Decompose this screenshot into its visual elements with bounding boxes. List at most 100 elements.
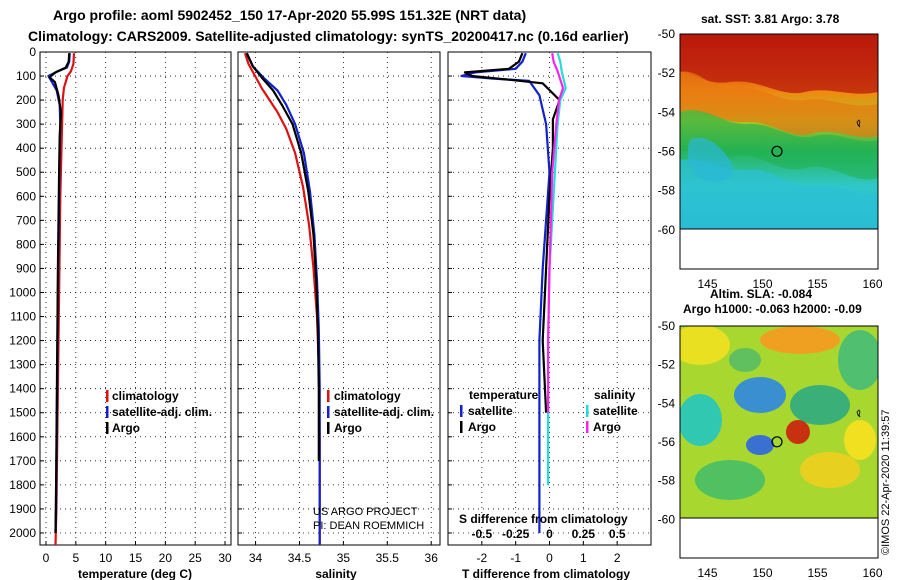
depth-tick-label: 500 bbox=[16, 165, 36, 179]
lat-tick-label: -58 bbox=[658, 184, 676, 198]
difference-panel: -2 -1 0 1 2 -0.5 -0.25 0 0.25 0.5 T difference f… bbox=[447, 51, 652, 580]
sla-patch bbox=[734, 377, 786, 413]
legend-swatch-climatology bbox=[106, 390, 109, 402]
sst-map-frame bbox=[679, 33, 879, 270]
lon-tick-label: 145 bbox=[697, 566, 717, 580]
lat-tick-label: -54 bbox=[658, 396, 676, 410]
s-tick-label: 0.25 bbox=[572, 527, 596, 541]
sla-patch bbox=[786, 420, 810, 444]
legend-swatch-s-argo bbox=[586, 421, 589, 433]
title-line-2: Climatology: CARS2009. Satellite-adjuste… bbox=[28, 28, 629, 44]
lat-tick-label: -50 bbox=[658, 319, 676, 333]
legend-swatch-t-argo bbox=[460, 421, 463, 433]
lat-tick-label: -54 bbox=[658, 105, 676, 119]
lat-tick-label: -52 bbox=[658, 66, 676, 80]
temperature-lines bbox=[47, 53, 76, 545]
pi-note: PI: DEAN ROEMMICH bbox=[313, 520, 424, 532]
series-line-argo-salinity- bbox=[546, 53, 565, 413]
depth-tick-label: 1900 bbox=[9, 502, 36, 516]
depth-tick-label: 600 bbox=[16, 189, 36, 203]
series-line-argo bbox=[245, 52, 320, 461]
sla-patch bbox=[680, 326, 730, 365]
title-line-1: Argo profile: aoml 5902452_150 17-Apr-20… bbox=[53, 7, 526, 23]
difference-grid bbox=[448, 51, 651, 545]
legend-title-salinity: salinity bbox=[594, 388, 636, 402]
sla-patch bbox=[800, 452, 860, 488]
legend-swatch-s-satellite bbox=[586, 405, 589, 417]
temperature-tick-labels: 0 5 10 15 20 25 30 bbox=[43, 551, 232, 565]
lon-tick-label: 145 bbox=[697, 277, 717, 291]
lon-tick-label: 155 bbox=[807, 277, 827, 291]
s-tick-label: 0 bbox=[546, 527, 553, 541]
s-difference-tick-labels: -0.5 -0.25 0 0.25 0.5 bbox=[471, 527, 625, 541]
salinity-panel: 34 34.5 35 35.5 36 salinity climatology sate… bbox=[237, 51, 441, 580]
sst-map: sat. SST: 3.81 Argo: 3.78 -50-52-54-56-5… bbox=[658, 12, 883, 291]
sla-patch bbox=[729, 348, 761, 372]
sla-patch bbox=[695, 460, 765, 500]
x-tick-label: 36 bbox=[425, 551, 439, 565]
lat-tick-label: -58 bbox=[658, 474, 676, 488]
lon-tick-label: 155 bbox=[807, 566, 827, 580]
sst-orange-band bbox=[680, 71, 878, 138]
x-tick-label: 25 bbox=[189, 551, 203, 565]
coastline-fragment bbox=[856, 119, 861, 128]
x-tick-label: 0 bbox=[43, 551, 50, 565]
x-tick-label: 15 bbox=[129, 551, 143, 565]
legend-t-argo: Argo bbox=[468, 420, 496, 434]
x-tick-label: 34 bbox=[249, 551, 263, 565]
legend-swatch-argo bbox=[106, 422, 109, 434]
difference-legend: temperature salinity satellite Argo sate… bbox=[460, 388, 638, 434]
depth-tick-label: 1600 bbox=[9, 430, 36, 444]
s-tick-label: -0.25 bbox=[502, 527, 530, 541]
coastline-fragment bbox=[856, 409, 861, 418]
s-tick-label: 0.5 bbox=[609, 527, 626, 541]
sla-map: Altim. SLA: -0.084 Argo h1000: -0.063 h2… bbox=[658, 287, 883, 580]
salinity-x-label: salinity bbox=[315, 567, 357, 580]
depth-tick-label: 300 bbox=[16, 117, 36, 131]
temperature-x-label: temperature (deg C) bbox=[78, 567, 192, 580]
depth-tick-label: 1000 bbox=[9, 285, 36, 299]
legend-argo: Argo bbox=[334, 421, 362, 435]
legend-climatology: climatology bbox=[112, 389, 179, 403]
x-tick-label: 1 bbox=[580, 551, 587, 565]
sst-cold-tongue bbox=[687, 137, 734, 182]
legend-s-argo: Argo bbox=[593, 420, 621, 434]
series-line-argo bbox=[48, 53, 71, 534]
imos-timestamp: ©IMOS 22-Apr-2020 11:39:57 bbox=[880, 410, 892, 555]
lat-tick-label: -60 bbox=[658, 223, 676, 237]
legend-swatch-satellite bbox=[106, 406, 109, 418]
salinity-tick-labels: 34 34.5 35 35.5 36 bbox=[249, 551, 438, 565]
depth-tick-label: 1300 bbox=[9, 358, 36, 372]
depth-tick-label: 100 bbox=[16, 69, 36, 83]
salinity-legend: climatology satellite-adj. clim. Argo bbox=[327, 389, 434, 435]
legend-swatch-satellite bbox=[327, 406, 330, 418]
sst-lat-tick-labels: -50 -52 -54 -56 -58 -60 bbox=[658, 27, 676, 237]
legend-swatch-argo bbox=[327, 422, 330, 434]
lat-tick-label: -56 bbox=[658, 435, 676, 449]
lat-tick-label: -50 bbox=[658, 27, 676, 41]
temperature-plot-frame bbox=[39, 51, 232, 546]
lat-tick-label: -60 bbox=[658, 512, 676, 526]
sla-map-frame bbox=[679, 325, 879, 559]
depth-tick-label: 1800 bbox=[9, 478, 36, 492]
lon-tick-label: 150 bbox=[752, 566, 772, 580]
s-tick-label: -0.5 bbox=[471, 527, 492, 541]
temperature-panel: 0100200300400500600700800900100011001200… bbox=[9, 45, 232, 580]
lat-tick-label: -56 bbox=[658, 145, 676, 159]
depth-tick-label: 1700 bbox=[9, 454, 36, 468]
temperature-grid bbox=[40, 51, 231, 545]
legend-satellite: satellite-adj. clim. bbox=[112, 405, 212, 419]
sla-lat-tick-labels: -50 -52 -54 -56 -58 -60 bbox=[658, 319, 676, 526]
x-tick-label: -2 bbox=[476, 551, 487, 565]
sst-green-band bbox=[680, 110, 878, 180]
argo-position-marker bbox=[771, 145, 783, 157]
series-line-argo-temperature- bbox=[463, 52, 561, 413]
lat-tick-label: -52 bbox=[658, 358, 676, 372]
sla-patch bbox=[746, 435, 774, 455]
legend-argo: Argo bbox=[112, 421, 140, 435]
depth-tick-label: 1500 bbox=[9, 406, 36, 420]
legend-climatology: climatology bbox=[334, 389, 401, 403]
legend-s-satellite: satellite bbox=[593, 404, 638, 418]
sst-warm-region bbox=[680, 34, 878, 94]
